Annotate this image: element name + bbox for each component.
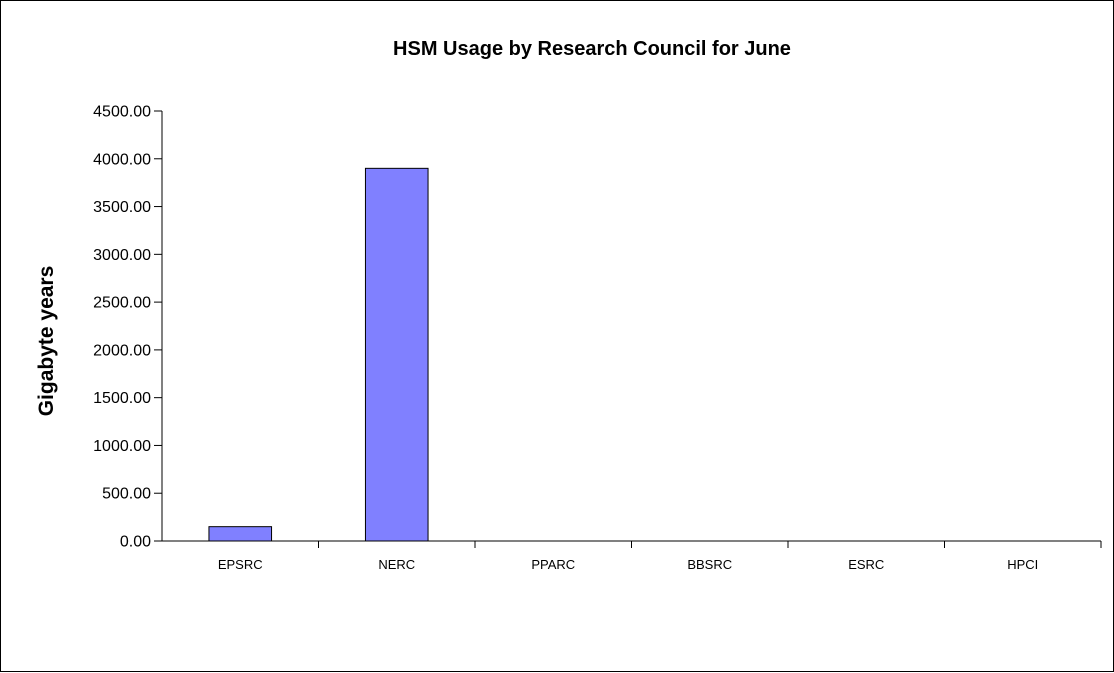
y-tick-label: 2500.00: [93, 295, 151, 312]
x-tick-label: BBSRC: [687, 557, 732, 572]
y-tick-label: 1500.00: [93, 390, 151, 407]
y-tick-label: 0.00: [120, 534, 151, 551]
x-tick-label: HPCI: [1007, 557, 1038, 572]
y-axis-title: Gigabyte years: [35, 266, 58, 417]
y-tick-label: 3500.00: [93, 199, 151, 216]
y-tick-label: 500.00: [102, 486, 151, 503]
x-axis-ticks: EPSRC NERC PPARC BBSRC ESRC HPCI: [218, 541, 1102, 572]
x-tick-label: PPARC: [531, 557, 575, 572]
y-tick-label: 3000.00: [93, 247, 151, 264]
chart-title: HSM Usage by Research Council for June: [393, 38, 791, 60]
y-tick-label: 1000.00: [93, 438, 151, 455]
bar-nerc: [364, 167, 429, 542]
x-tick-label: EPSRC: [218, 557, 263, 572]
y-tick-label: 4500.00: [93, 104, 151, 121]
y-axis-ticks: 0.00 500.00 1000.00 1500.00 2000.00 2500.00 30…: [93, 104, 162, 551]
x-tick-label: NERC: [378, 557, 415, 572]
bar-epsrc: [208, 526, 273, 542]
y-tick-label: 4000.00: [93, 151, 151, 168]
y-tick-label: 2000.00: [93, 342, 151, 359]
bars: [208, 167, 429, 542]
x-tick-label: ESRC: [848, 557, 884, 572]
